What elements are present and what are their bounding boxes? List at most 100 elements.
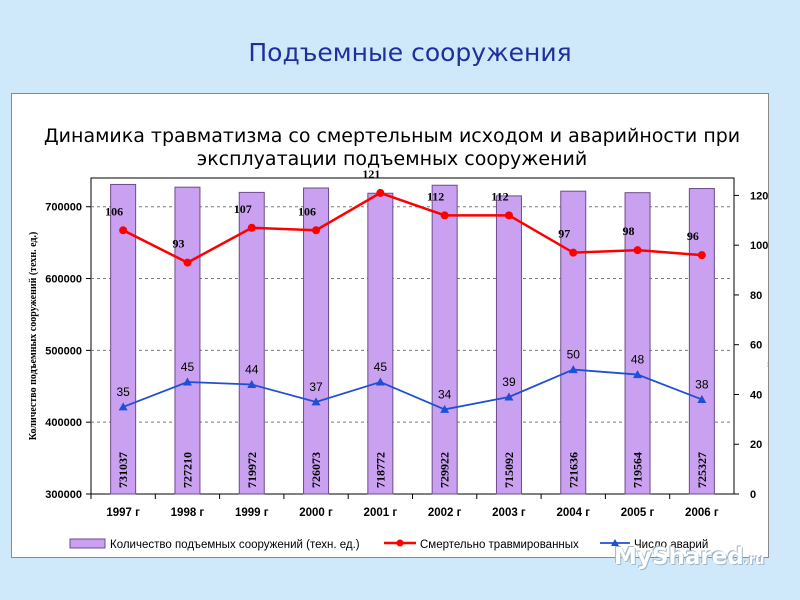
data-label-deaths: 112 <box>491 189 508 203</box>
y-left-tick-label: 700000 <box>45 202 82 214</box>
y-left-tick-label: 500000 <box>45 345 82 357</box>
bar <box>688 188 715 495</box>
data-label-accidents: 34 <box>438 387 452 401</box>
y-left-tick-label: 600000 <box>45 274 82 286</box>
bar <box>624 192 651 495</box>
chart-svg: Динамика травматизма со смертельным исхо… <box>28 125 768 551</box>
point-deaths <box>247 223 256 232</box>
bar <box>560 190 587 495</box>
data-label-deaths: 106 <box>298 204 316 218</box>
data-label-accidents: 45 <box>374 360 388 374</box>
data-label-deaths: 93 <box>172 237 184 251</box>
point-accidents <box>440 404 450 413</box>
data-label-accidents: 39 <box>502 375 516 389</box>
data-label-accidents: 37 <box>309 380 323 394</box>
data-label-deaths: 98 <box>623 224 635 238</box>
legend-swatch-bars <box>69 538 106 549</box>
bar-data-label: 715092 <box>502 452 516 488</box>
y-right-axis-title: Аварийность и травматизм <box>766 262 768 400</box>
bar-data-label: 721636 <box>566 452 580 488</box>
bar <box>174 186 201 495</box>
watermark-logo: MyShared.ru <box>614 544 764 570</box>
point-deaths <box>119 226 128 235</box>
point-accidents <box>568 365 578 374</box>
bar <box>431 184 458 495</box>
point-accidents <box>633 370 643 379</box>
bar-data-label: 727210 <box>180 452 194 488</box>
x-tick-label: 1998 г <box>171 507 205 519</box>
series-line-deaths <box>122 191 702 265</box>
bar <box>495 195 522 495</box>
point-accidents <box>697 394 707 403</box>
point-deaths <box>440 211 449 220</box>
point-deaths <box>376 188 385 197</box>
point-deaths <box>312 226 321 235</box>
y-left-tick-label: 400000 <box>45 417 82 429</box>
data-label-accidents: 50 <box>567 348 581 362</box>
y-right-tick-label: 100 <box>750 240 768 252</box>
bar <box>238 191 265 495</box>
legend-label-accidents: Число аварий <box>634 539 708 551</box>
data-label-accidents: 44 <box>245 363 259 377</box>
point-accidents <box>118 402 128 411</box>
point-accidents <box>504 392 514 401</box>
y-right-tick-label: 60 <box>750 340 762 352</box>
bar <box>110 183 137 495</box>
bar-data-label: 718772 <box>373 452 387 488</box>
point-deaths <box>504 211 513 220</box>
chart-title-line: эксплуатации подъемных сооружений <box>197 148 587 170</box>
x-tick-label: 2001 г <box>364 507 398 519</box>
legend-label-deaths: Смертельно травмированных <box>420 539 579 551</box>
legend-marker-deaths <box>396 539 404 547</box>
chart-panel: Динамика травматизма со смертельным исхо… <box>11 93 769 558</box>
point-accidents <box>182 377 192 386</box>
bar-data-label: 725327 <box>695 452 709 488</box>
point-deaths <box>697 251 706 260</box>
y-right-tick-label: 20 <box>750 439 762 451</box>
bar-data-label: 719972 <box>245 452 259 488</box>
x-tick-label: 2000 г <box>299 507 333 519</box>
bar <box>367 192 394 495</box>
y-left-axis-title: Количество подъемных сооружений (техн. е… <box>28 232 39 441</box>
watermark-domain: .ru <box>743 553 765 568</box>
data-label-deaths: 107 <box>234 202 252 216</box>
series-line-accidents <box>122 368 703 411</box>
bar-data-label: 726073 <box>309 452 323 488</box>
point-accidents <box>375 377 385 386</box>
data-label-deaths: 121 <box>362 167 380 181</box>
data-label-accidents: 35 <box>116 385 130 399</box>
x-tick-label: 2004 г <box>556 507 590 519</box>
data-label-accidents: 45 <box>181 360 195 374</box>
bar <box>303 187 330 495</box>
data-label-deaths: 96 <box>687 229 699 243</box>
y-left-tick-label: 300000 <box>45 489 82 501</box>
y-right-tick-label: 0 <box>750 489 756 501</box>
x-tick-label: 2005 г <box>621 507 655 519</box>
point-deaths <box>633 246 642 255</box>
chart-title-line: Динамика травматизма со смертельным исхо… <box>44 125 740 147</box>
x-tick-label: 1999 г <box>235 507 269 519</box>
y-right-tick-label: 40 <box>750 389 762 401</box>
y-right-tick-label: 80 <box>750 290 762 302</box>
x-tick-label: 2003 г <box>492 507 526 519</box>
point-deaths <box>569 248 578 257</box>
x-tick-label: 2006 г <box>685 507 719 519</box>
data-label-deaths: 106 <box>105 204 123 218</box>
bar-data-label: 729922 <box>438 452 452 488</box>
point-accidents <box>311 397 321 406</box>
x-tick-label: 1997 г <box>106 507 140 519</box>
bar-data-label: 731037 <box>116 452 130 488</box>
data-label-deaths: 112 <box>427 189 444 203</box>
slide-title: Подъемные сооружения <box>248 38 572 67</box>
watermark-brand: MyShared <box>614 544 744 570</box>
y-right-tick-label: 120 <box>750 190 768 202</box>
point-accidents <box>247 380 257 389</box>
bar-data-label: 719564 <box>631 452 645 488</box>
data-label-accidents: 48 <box>631 353 645 367</box>
point-deaths <box>183 258 192 267</box>
x-tick-label: 2002 г <box>428 507 462 519</box>
data-label-accidents: 38 <box>695 377 709 391</box>
legend-label-bars: Количество подъемных сооружений (техн. е… <box>110 539 360 551</box>
data-label-deaths: 97 <box>558 227 570 241</box>
legend-marker-accidents <box>611 539 619 546</box>
